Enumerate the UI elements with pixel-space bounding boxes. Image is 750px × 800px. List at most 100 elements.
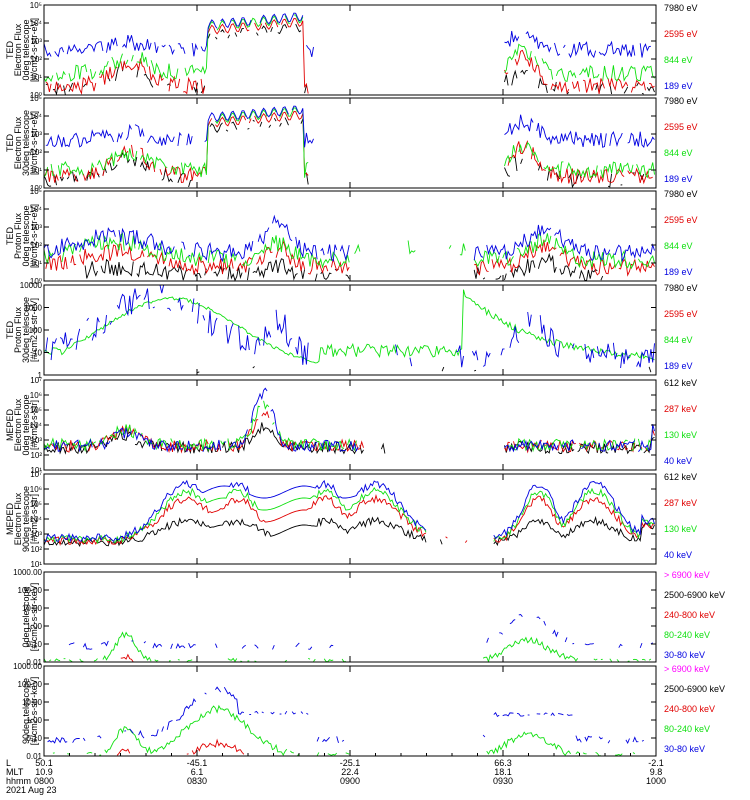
legend-entry: 40 keV [664, 550, 692, 560]
y-tick-label: 10¹ [30, 259, 42, 268]
y-tick-label: 1 [38, 371, 43, 380]
y-axis-label: TED [5, 320, 15, 339]
y-tick-label: 10⁰ [30, 184, 42, 193]
y-tick-label: 10⁷ [30, 470, 42, 479]
x-tick-label-hhmm: 1000 [646, 776, 666, 786]
x-row-label-l: L [6, 758, 11, 768]
y-axis-label: 30deg telescope [21, 110, 31, 176]
y-axis-label: 0deg telescope [21, 394, 31, 455]
y-axis-label: 90deg telescope [21, 486, 31, 552]
y-tick-label: 10² [30, 545, 42, 554]
x-tick-label-mlt: 6.1 [191, 767, 204, 777]
y-axis-label: MEPED [5, 503, 15, 536]
y-tick-label: 0.01 [26, 752, 42, 761]
panel-8: 0.01 0.10 1.00 10.00 100.00 1000.00 90deg tele… [13, 662, 725, 761]
series-line-844-ev [43, 289, 655, 364]
series-line-7980-ev [197, 366, 652, 374]
y-axis-label: 0deg telescope [21, 19, 31, 80]
y-tick-label: 10² [30, 148, 42, 157]
y-tick-label: 10⁰ [30, 277, 42, 286]
legend-entry: 40 keV [664, 456, 692, 466]
y-tick-label: 10⁵ [30, 500, 42, 509]
y-tick-label: 10 [33, 349, 42, 358]
legend-entry: 189 eV [664, 267, 693, 277]
y-axis-label: Electron Flux [13, 398, 23, 451]
x-tick-label-l: 50.1 [35, 758, 53, 768]
legend-entry: 189 eV [664, 174, 693, 184]
series-line-30-80-kev [68, 614, 653, 650]
y-tick-label: 10¹ [30, 166, 42, 175]
y-tick-label: 10⁰ [30, 91, 42, 100]
x-tick-label-hhmm: 0930 [493, 776, 513, 786]
y-tick-label: 10⁶ [30, 391, 42, 400]
legend-entry: 189 eV [664, 361, 693, 371]
series-line-130-kev [43, 487, 655, 545]
y-tick-label: 10⁵ [30, 187, 42, 196]
y-tick-label: 1000.00 [13, 662, 42, 671]
y-axis-label: 30deg telescope [21, 297, 31, 363]
y-axis-label: Proton Flux [13, 212, 23, 259]
y-axis-label: Proton Flux [13, 306, 23, 353]
x-row-label-hhmm: hhmm [6, 776, 31, 786]
legend-entry: 612 keV [664, 472, 697, 482]
x-tick-label-l: -2.1 [648, 758, 664, 768]
legend-entry: 2595 eV [664, 122, 698, 132]
legend-entry: 80-240 keV [664, 724, 710, 734]
y-axis-label: [#/cm2-s-str-eV] [29, 298, 39, 362]
legend-entry: 612 keV [664, 378, 697, 388]
legend-entry: 2595 eV [664, 29, 698, 39]
y-tick-label: 10⁷ [30, 376, 42, 385]
series-line-844-ev [43, 14, 655, 83]
y-tick-label: 10⁵ [30, 406, 42, 415]
series-line-189-ev [43, 12, 651, 59]
y-axis-label: [#/cm2-s-str] [29, 400, 39, 450]
y-tick-label: 10¹ [30, 560, 42, 569]
y-tick-label: 10² [30, 55, 42, 64]
x-tick-label-mlt: 9.8 [650, 767, 663, 777]
panel-7: 0.01 0.10 1.00 10.00 100.00 1000.00 0deg teles… [13, 568, 725, 667]
legend-entry: 844 eV [664, 335, 693, 345]
legend-entry: 2595 eV [664, 309, 698, 319]
y-tick-label: 0.10 [26, 734, 42, 743]
legend-entry: 7980 eV [664, 3, 698, 13]
legend-entry: > 6900 keV [664, 570, 710, 580]
series-line-287-kev [43, 493, 655, 547]
plot-frame [43, 97, 657, 189]
series-line-2595-ev [43, 111, 653, 185]
series-line-7980-ev [44, 118, 655, 187]
y-tick-label: 100.00 [18, 586, 43, 595]
y-axis-label: [#/cm2-s-str-keV] [29, 583, 39, 652]
y-tick-label: 10¹ [30, 466, 42, 475]
series-line-189-ev [43, 214, 655, 263]
x-row-label-mlt: MLT [6, 767, 24, 777]
y-tick-label: 0.01 [26, 658, 42, 667]
y-tick-label: 10¹ [30, 73, 42, 82]
plot-frame [43, 284, 657, 376]
y-tick-label: 100.00 [18, 680, 43, 689]
y-tick-label: 10⁴ [30, 515, 43, 524]
legend-entry: 240-800 keV [664, 610, 715, 620]
y-axis-label: [#/cm2-s-str] [29, 494, 39, 544]
series-line-80-240-kev [44, 633, 655, 663]
series-line-612-kev [43, 515, 655, 547]
x-tick-label-hhmm: 0830 [187, 776, 207, 786]
legend-entry: 7980 eV [664, 189, 698, 199]
y-tick-label: 10⁴ [30, 19, 43, 28]
y-tick-label: 10.00 [22, 698, 43, 707]
y-tick-label: 10³ [30, 530, 42, 539]
y-tick-label: 10³ [30, 436, 42, 445]
x-tick-label-hhmm: 0800 [34, 776, 54, 786]
plot-frame [43, 571, 657, 663]
legend-entry: 130 keV [664, 524, 697, 534]
y-tick-label: 10⁴ [30, 205, 43, 214]
legend-entry: > 6900 keV [664, 664, 710, 674]
legend-entry: 80-240 keV [664, 630, 710, 640]
y-axis-label: [#/cm2-s-str-eV] [29, 204, 39, 268]
x-tick-label-hhmm: 0900 [340, 776, 360, 786]
y-tick-label: 0.10 [26, 640, 42, 649]
legend-entry: 7980 eV [664, 96, 698, 106]
